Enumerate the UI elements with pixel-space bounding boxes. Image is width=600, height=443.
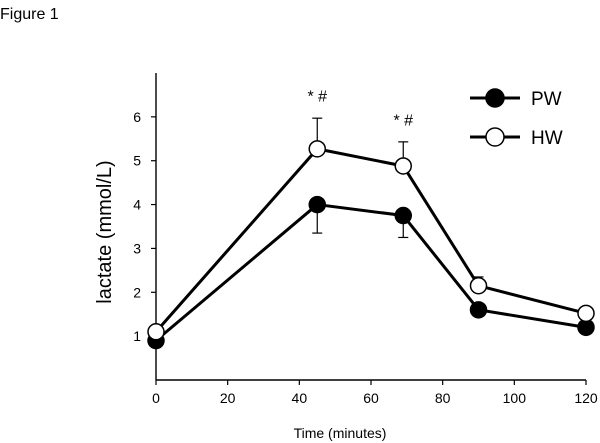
- ticks: 0 20 40 60 80 100 120 1 2 3 4 5 6: [133, 109, 598, 406]
- legend: PW HW: [470, 88, 563, 149]
- x-tick-label: 120: [574, 390, 598, 406]
- data-point-hw: [147, 323, 165, 341]
- data-point-pw: [469, 301, 488, 319]
- legend-marker-hw: [485, 127, 505, 147]
- y-tick-label: 5: [133, 153, 141, 169]
- y-tick-label: 6: [133, 109, 141, 125]
- x-tick-label: 60: [363, 390, 379, 406]
- legend-marker-pw: [485, 88, 505, 108]
- y-axis-label: lactate (mmol/L): [94, 160, 116, 303]
- data-point-hw: [308, 140, 326, 158]
- significance-annotation: * #: [307, 89, 327, 106]
- x-tick-label: 20: [220, 390, 236, 406]
- y-tick-label: 3: [133, 240, 141, 256]
- series-line-pw: [155, 203, 587, 342]
- significance-annotation: * #: [393, 113, 413, 130]
- y-tick-label: 4: [133, 197, 141, 213]
- legend-label-pw: PW: [531, 89, 562, 110]
- series-line-hw: [154, 147, 587, 333]
- axes: [155, 73, 586, 381]
- data-point-hw: [394, 157, 412, 175]
- series-layer: * # * #: [147, 89, 595, 350]
- data-point-pw: [394, 206, 412, 225]
- x-axis-label: Time (minutes): [294, 425, 387, 441]
- x-tick-label: 80: [435, 390, 451, 406]
- data-point-hw: [469, 276, 488, 295]
- legend-label-hw: HW: [531, 128, 563, 149]
- x-tick-label: 40: [292, 390, 308, 406]
- figure-label: Figure 1: [0, 6, 59, 23]
- x-tick-label: 100: [503, 390, 527, 406]
- y-tick-label: 2: [133, 284, 141, 300]
- data-point-hw: [577, 304, 595, 323]
- y-tick-label: 1: [133, 328, 141, 344]
- x-tick-label: 0: [152, 390, 160, 406]
- data-point-pw: [308, 195, 326, 214]
